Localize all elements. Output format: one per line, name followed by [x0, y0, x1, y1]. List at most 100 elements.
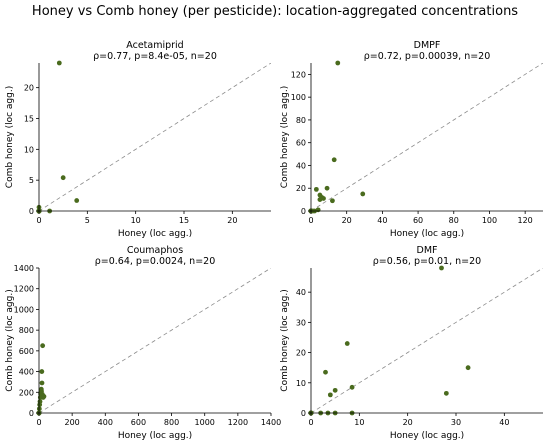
x-tick-label: 60: [413, 216, 423, 225]
y-axis-label: Comb honey (loc agg.): [5, 289, 15, 391]
subplot-subtitle: ρ=0.72, p=0.00039, n=20: [364, 51, 491, 62]
y-tick-label: 100: [291, 93, 306, 102]
x-tick-label: 5: [85, 216, 90, 225]
y-axis-label: Comb honey (loc agg.): [5, 86, 15, 188]
data-point: [315, 207, 321, 213]
x-tick-label: 10: [131, 216, 141, 225]
y-tick-label: 200: [19, 388, 34, 397]
x-tick-label: 0: [308, 418, 313, 427]
identity-line: [39, 63, 271, 211]
subplot-title: Coumaphos: [127, 245, 183, 256]
y-tick-label: 1200: [14, 285, 34, 294]
y-tick-label: 400: [19, 368, 34, 377]
subplot-subtitle: ρ=0.56, p=0.01, n=20: [373, 256, 481, 267]
data-point: [439, 265, 444, 271]
subplot-title: DMPF: [414, 40, 441, 51]
x-tick-label: 20: [403, 418, 413, 427]
y-tick-label: 10: [296, 379, 306, 388]
x-tick-label: 100: [482, 216, 497, 225]
data-point: [330, 198, 335, 204]
data-point: [335, 60, 341, 66]
data-point: [313, 186, 319, 192]
x-axis-label: Honey (loc agg.): [390, 431, 464, 440]
x-tick-label: 40: [499, 418, 509, 427]
x-tick-label: 200: [65, 418, 80, 427]
data-point: [332, 387, 338, 393]
y-tick-label: 0: [301, 207, 306, 216]
data-point: [327, 392, 333, 398]
x-tick-label: 10: [354, 418, 364, 427]
subplot-subtitle: ρ=0.64, p=0.0024, n=20: [95, 256, 216, 267]
y-tick-label: 1000: [14, 305, 34, 314]
data-point: [60, 175, 66, 181]
y-tick-label: 40: [296, 161, 306, 170]
y-tick-label: 20: [296, 184, 306, 193]
y-tick-label: 120: [291, 70, 306, 79]
y-tick-label: 40: [296, 288, 306, 297]
data-point: [465, 365, 471, 371]
identity-line: [311, 63, 543, 211]
y-tick-label: 60: [296, 139, 306, 148]
x-tick-label: 30: [451, 418, 461, 427]
x-axis-label: Honey (loc agg.): [390, 229, 464, 239]
data-point: [331, 157, 337, 163]
y-tick-label: 0: [29, 409, 34, 418]
y-tick-label: 0: [29, 207, 34, 216]
y-tick-label: 10: [24, 145, 34, 154]
subplot-subtitle: ρ=0.77, p=8.4e-05, n=20: [93, 51, 217, 62]
y-tick-label: 20: [24, 84, 34, 93]
x-tick-label: 600: [131, 418, 146, 427]
y-tick-label: 600: [19, 347, 34, 356]
x-tick-label: 120: [518, 216, 533, 225]
x-axis-label: Honey (loc agg.): [118, 229, 192, 239]
data-point: [344, 341, 350, 346]
identity-line: [311, 268, 543, 413]
y-tick-label: 15: [24, 115, 34, 124]
data-point: [39, 369, 45, 374]
y-tick-label: 30: [296, 318, 306, 327]
x-tick-label: 0: [36, 418, 41, 427]
x-tick-label: 800: [164, 418, 179, 427]
y-tick-label: 20: [296, 349, 306, 358]
identity-line: [39, 268, 271, 413]
data-point: [349, 384, 355, 390]
subplot-title: DMF: [417, 245, 438, 256]
data-point: [321, 196, 326, 201]
y-tick-label: 0: [301, 409, 306, 418]
data-point: [39, 380, 45, 386]
figure-suptitle: Honey vs Comb honey (per pesticide): loc…: [32, 4, 518, 19]
x-tick-label: 0: [36, 216, 41, 225]
x-tick-label: 15: [179, 216, 189, 225]
x-tick-label: 40: [377, 216, 387, 225]
data-point: [56, 60, 62, 66]
data-point: [74, 198, 80, 203]
x-tick-label: 400: [98, 418, 113, 427]
x-tick-label: 1200: [228, 418, 248, 427]
x-tick-label: 20: [342, 216, 352, 225]
x-tick-label: 1400: [261, 418, 281, 427]
y-tick-label: 800: [19, 326, 34, 335]
data-point: [41, 394, 47, 399]
y-tick-label: 1400: [14, 264, 34, 273]
data-point: [443, 390, 449, 396]
y-axis-label: Comb honey (loc agg.): [280, 86, 290, 188]
x-tick-label: 80: [449, 216, 459, 225]
data-point: [40, 343, 46, 349]
data-point: [37, 399, 43, 405]
data-point: [324, 185, 330, 191]
x-axis-label: Honey (loc agg.): [118, 431, 192, 440]
data-point: [317, 192, 323, 198]
x-tick-label: 1000: [195, 418, 215, 427]
data-point: [360, 191, 366, 197]
y-tick-label: 80: [296, 116, 306, 125]
x-tick-label: 0: [308, 216, 313, 225]
y-axis-label: Comb honey (loc agg.): [280, 289, 290, 391]
y-tick-label: 5: [29, 176, 34, 185]
subplot-title: Acetamiprid: [126, 40, 183, 51]
